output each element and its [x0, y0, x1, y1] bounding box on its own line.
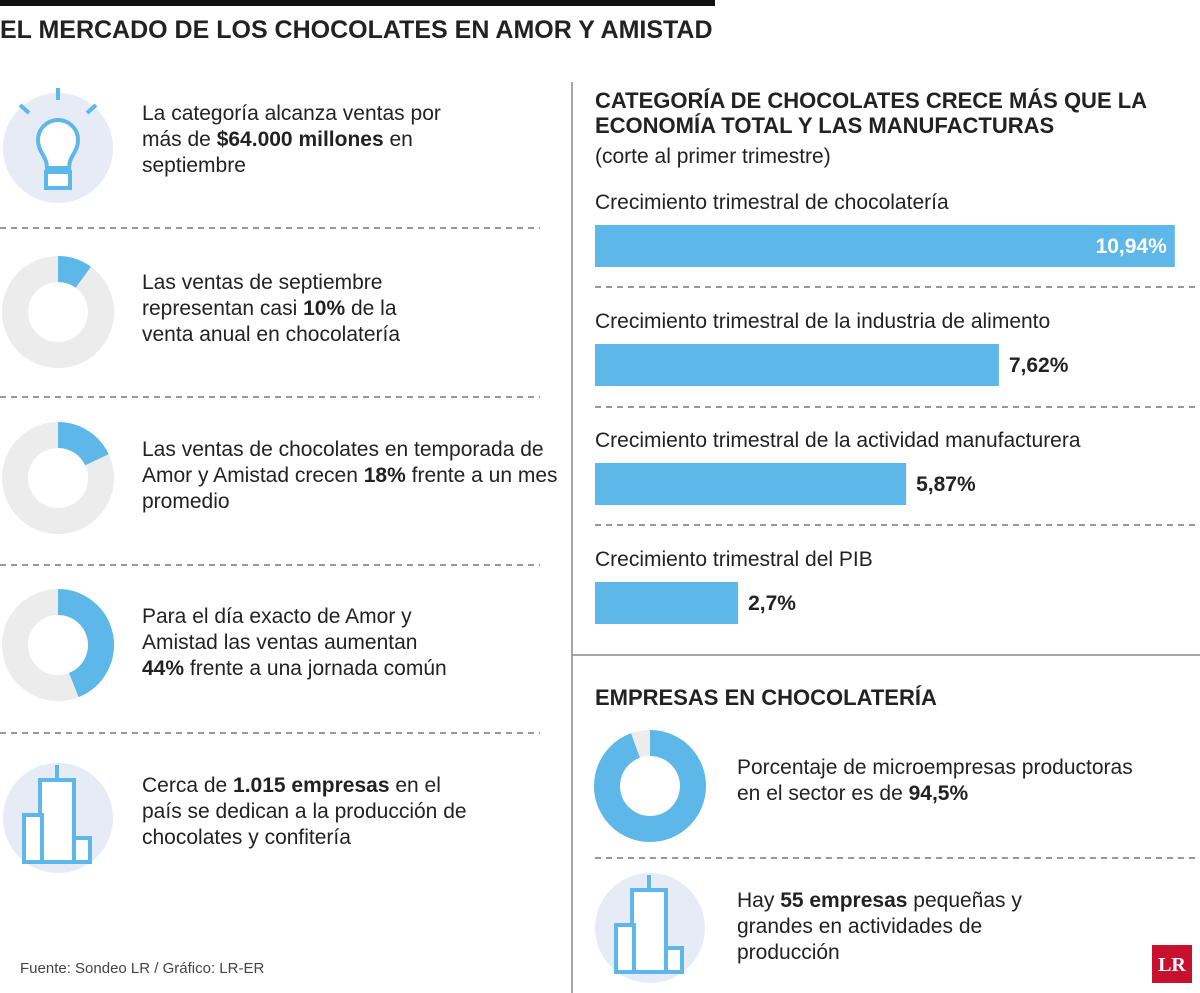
building-icon [3, 763, 113, 873]
bar [595, 463, 907, 505]
highlight: 55 empresas [780, 889, 908, 912]
value-label: 7,62% [1009, 354, 1069, 377]
donut-arc [594, 730, 706, 842]
category-label: Crecimiento trimestral de la industria d… [595, 310, 1051, 333]
text-part: pequeñas y grandes en actividades de pro… [737, 889, 1022, 964]
bar [595, 582, 739, 624]
highlight: $64.000 millones [216, 128, 384, 151]
text-part: Las ventas de septiembre representan cas… [142, 271, 383, 320]
value-label: 5,87% [916, 473, 976, 496]
logo: LR [1158, 954, 1186, 976]
logo-box [1152, 945, 1192, 983]
highlight: 10% [303, 297, 346, 320]
text-part: Cerca de [142, 774, 234, 797]
statement: La categoría alcanza ventas por más de $… [142, 101, 472, 179]
statement: Para el día exacto de Amor y Amistad las… [142, 604, 462, 682]
highlight: 94,5% [908, 782, 969, 805]
category-label: Crecimiento trimestral del PIB [595, 548, 873, 571]
section-title: EMPRESAS EN CHOCOLATERÍA [595, 685, 937, 710]
text-part: Para el día exacto de Amor y Amistad las… [142, 605, 418, 654]
text-part: La categoría alcanza ventas por más de [142, 102, 441, 151]
statement: Cerca de 1.015 empresas en el país se de… [142, 773, 482, 851]
highlight: 44% [142, 657, 185, 680]
statement: Porcentaje de microempresas productoras … [737, 755, 1137, 807]
top-rule [0, 0, 715, 6]
text-part: en el país se dedican a la producción de… [142, 774, 467, 849]
text-part: frente a un mes promedio [142, 464, 558, 513]
statement: Las ventas de chocolates en temporada de… [142, 437, 562, 515]
chart-subtitle: (corte al primer trimestre) [595, 145, 831, 168]
text-part: Las ventas de chocolates en temporada de… [142, 438, 544, 487]
value-label: 2,7% [748, 592, 796, 615]
bulb-icon [3, 88, 113, 203]
statement: Las ventas de septiembre representan cas… [142, 270, 442, 348]
text-part: Hay [737, 889, 781, 912]
value-label: 10,94% [1096, 235, 1168, 258]
building-icon [595, 873, 705, 983]
bar [595, 225, 1175, 267]
text-part: Porcentaje de microempresas productoras … [737, 756, 1133, 805]
category-label: Crecimiento trimestral de chocolatería [595, 191, 949, 214]
separators [0, 227, 1200, 859]
donut-arc [57, 256, 91, 289]
donut-arc [57, 422, 109, 466]
chart-title: CATEGORÍA DE CHOCOLATES CRECE MÁS QUE LA… [595, 88, 1147, 138]
category-label: Crecimiento trimestral de la actividad m… [595, 429, 1081, 452]
statement: Hay 55 empresas pequeñas y grandes en ac… [737, 888, 1027, 966]
highlight: 1.015 empresas [233, 774, 390, 797]
text-part: de la venta anual en chocolatería [142, 297, 401, 346]
text-part: en septiembre [142, 128, 413, 177]
donut-arc [57, 589, 114, 698]
text-part: frente a una jornada común [184, 657, 447, 680]
source: Fuente: Sondeo LR / Gráfico: LR-ER [20, 960, 265, 977]
title: EL MERCADO DE LOS CHOCOLATES EN AMOR Y A… [0, 16, 713, 44]
highlight: 18% [363, 464, 406, 487]
bar [595, 344, 999, 386]
